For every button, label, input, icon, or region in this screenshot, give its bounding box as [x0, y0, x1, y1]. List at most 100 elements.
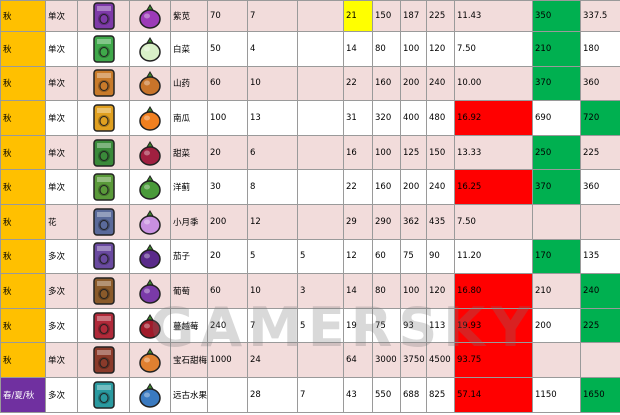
value-cell-10: 225 — [580, 307, 620, 344]
value-cell-4: 16 — [343, 134, 373, 171]
harvest-type-cell: 花 — [45, 203, 78, 240]
seed-price-cell: 50 — [207, 31, 248, 67]
value-cell-6: 400 — [400, 100, 427, 136]
regrow-days-cell — [297, 342, 344, 378]
ancient-fruit-icon — [131, 381, 170, 409]
value-cell-4: 19 — [343, 307, 373, 344]
value-cell-5: 160 — [372, 169, 401, 205]
value-cell-9 — [532, 342, 581, 378]
grow-days-cell: 10 — [247, 65, 298, 102]
crop-name-cell: 远古水果 — [170, 376, 208, 413]
seed-price-cell: 60 — [207, 273, 248, 309]
value-cell-5: 3000 — [372, 342, 401, 378]
regrow-days-cell: 7 — [297, 376, 344, 413]
grow-days-cell: 7 — [247, 0, 298, 32]
crop-icon-cell — [129, 100, 171, 136]
value-cell-9: 200 — [532, 307, 581, 344]
value-cell-7: 90 — [426, 238, 455, 275]
pumpkin-seed-icon — [79, 104, 129, 132]
season-cell: 秋 — [0, 65, 46, 102]
table-row: 秋多次 蔓越莓 240 7 5 19 75 93 113 19.93 200 225 — [0, 307, 620, 344]
yam-icon — [131, 69, 170, 97]
seed-icon-cell — [77, 342, 130, 378]
value-cell-10 — [580, 203, 620, 240]
regrow-days-cell — [297, 100, 344, 136]
harvest-type-cell: 单次 — [45, 100, 78, 136]
value-cell-7: 150 — [426, 134, 455, 171]
cranberry-icon — [131, 312, 170, 340]
crop-icon-cell — [129, 238, 171, 275]
crop-name-cell: 宝石甜梅 — [170, 342, 208, 378]
amaranth-icon — [131, 2, 170, 30]
regrow-days-cell: 5 — [297, 238, 344, 275]
seed-price-cell: 30 — [207, 169, 248, 205]
daily-profit-cell: 7.50 — [454, 31, 533, 67]
table-row: 秋花 小月季 200 12 29 290 362 435 7.50 — [0, 203, 620, 240]
seed-icon-cell — [77, 0, 130, 32]
value-cell-10: 240 — [580, 273, 620, 309]
eggplant-icon — [131, 242, 170, 270]
crop-icon-cell — [129, 203, 171, 240]
seed-price-cell: 20 — [207, 238, 248, 275]
crop-icon-cell — [129, 65, 171, 102]
grow-days-cell: 13 — [247, 100, 298, 136]
crop-icon-cell — [129, 273, 171, 309]
seed-price-cell: 60 — [207, 65, 248, 102]
crop-icon-cell — [129, 307, 171, 344]
value-cell-10: 225 — [580, 134, 620, 171]
harvest-type-cell: 单次 — [45, 134, 78, 171]
seed-icon-cell — [77, 100, 130, 136]
value-cell-6: 100 — [400, 273, 427, 309]
value-cell-6: 187 — [400, 0, 427, 32]
value-cell-6: 200 — [400, 65, 427, 102]
daily-profit-cell: 57.14 — [454, 376, 533, 413]
value-cell-4: 12 — [343, 238, 373, 275]
crop-name-cell: 南瓜 — [170, 100, 208, 136]
regrow-days-cell: 5 — [297, 307, 344, 344]
table-row: 秋单次 山药 60 10 22 160 200 240 10.00 370 360 — [0, 65, 620, 102]
yam-seed-icon — [79, 69, 129, 98]
grow-days-cell: 24 — [247, 342, 298, 378]
value-cell-6: 125 — [400, 134, 427, 171]
seed-icon-cell — [77, 238, 130, 275]
value-cell-6: 93 — [400, 307, 427, 344]
season-cell: 秋 — [0, 203, 46, 240]
seed-icon-cell — [77, 203, 130, 240]
table-row: 秋单次 宝石甜梅 1000 24 64 3000 3750 4500 93.75 — [0, 342, 620, 378]
regrow-days-cell — [297, 169, 344, 205]
value-cell-5: 150 — [372, 0, 401, 32]
grow-days-cell: 7 — [247, 307, 298, 344]
harvest-type-cell: 多次 — [45, 376, 78, 413]
grow-days-cell: 10 — [247, 273, 298, 309]
value-cell-10: 135 — [580, 238, 620, 275]
sweet-gem-berry-icon — [131, 346, 170, 374]
value-cell-4: 29 — [343, 203, 373, 240]
value-cell-5: 320 — [372, 100, 401, 136]
value-cell-7: 120 — [426, 31, 455, 67]
value-cell-10: 180 — [580, 31, 620, 67]
seed-price-cell: 70 — [207, 0, 248, 32]
value-cell-9: 370 — [532, 169, 581, 205]
daily-profit-cell: 11.20 — [454, 238, 533, 275]
value-cell-7: 240 — [426, 169, 455, 205]
value-cell-10 — [580, 342, 620, 378]
pumpkin-icon — [131, 104, 170, 132]
value-cell-5: 160 — [372, 65, 401, 102]
value-cell-4: 22 — [343, 65, 373, 102]
seed-icon-cell — [77, 307, 130, 344]
value-cell-9: 210 — [532, 273, 581, 309]
seed-icon-cell — [77, 273, 130, 309]
crop-name-cell: 蔓越莓 — [170, 307, 208, 344]
seed-price-cell: 20 — [207, 134, 248, 171]
grow-days-cell: 28 — [247, 376, 298, 413]
season-cell: 秋 — [0, 307, 46, 344]
table-row: 秋单次 白菜 50 4 14 80 100 120 7.50 210 180 — [0, 31, 620, 67]
value-cell-5: 75 — [372, 307, 401, 344]
value-cell-6: 688 — [400, 376, 427, 413]
crop-icon-cell — [129, 31, 171, 67]
value-cell-4: 21 — [343, 0, 373, 32]
table-row: 秋单次 甜菜 20 6 16 100 125 150 13.33 250 225 — [0, 134, 620, 171]
daily-profit-cell: 16.25 — [454, 169, 533, 205]
value-cell-5: 100 — [372, 134, 401, 171]
